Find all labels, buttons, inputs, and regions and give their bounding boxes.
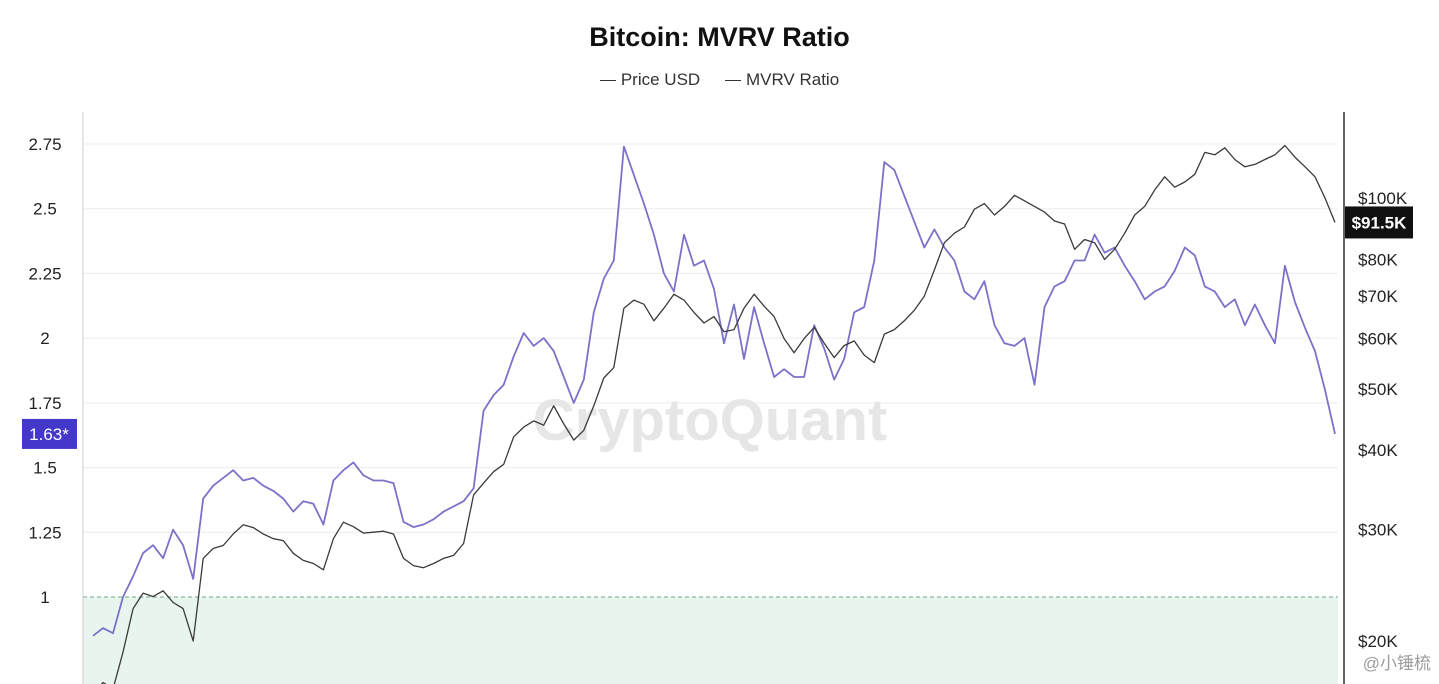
current-mvrv-label: 1.63*: [29, 425, 69, 444]
right-tick-label: $60K: [1358, 330, 1398, 349]
legend-item-price[interactable]: Price USD: [599, 70, 701, 90]
right-tick-label: $30K: [1358, 520, 1398, 539]
undervalued-zone: [83, 597, 1338, 684]
bottom-watermark: @小锤梳: [1362, 654, 1431, 673]
right-tick-label: $70K: [1358, 287, 1398, 306]
left-tick-label: 1.5: [33, 459, 57, 478]
current-price-badge: [1345, 206, 1413, 239]
watermark-text: CryptoQuant: [533, 388, 887, 453]
current-price-label: $91.5K: [1352, 213, 1408, 232]
left-tick-label: 2.75: [28, 135, 61, 154]
price-usd-line: [100, 144, 1336, 684]
legend-line-icon: [724, 79, 741, 82]
chart-legend: Price USD MVRV Ratio: [0, 70, 1439, 90]
current-mvrv-badge: [22, 418, 77, 449]
left-tick-label: 2.5: [33, 200, 57, 219]
mvrv-ratio-line: [92, 145, 1336, 637]
legend-label-mvrv: MVRV Ratio: [745, 70, 840, 89]
right-tick-label: $20K: [1358, 632, 1398, 651]
right-tick-label: $100K: [1358, 189, 1408, 208]
left-tick-label: 1.25: [28, 523, 61, 542]
legend-label-price: Price USD: [620, 70, 701, 89]
legend-item-mvrv[interactable]: MVRV Ratio: [724, 70, 840, 90]
right-tick-label: $50K: [1358, 380, 1398, 399]
right-tick-label: $40K: [1358, 441, 1398, 460]
chart-title: Bitcoin: MVRV Ratio: [589, 22, 850, 52]
left-tick-label: 2.25: [28, 264, 61, 283]
left-tick-label: 1.75: [28, 394, 61, 413]
right-tick-label: $80K: [1358, 250, 1398, 269]
left-tick-label: 1: [40, 588, 49, 607]
legend-line-icon: [599, 79, 616, 82]
left-tick-label: 2: [40, 329, 49, 348]
